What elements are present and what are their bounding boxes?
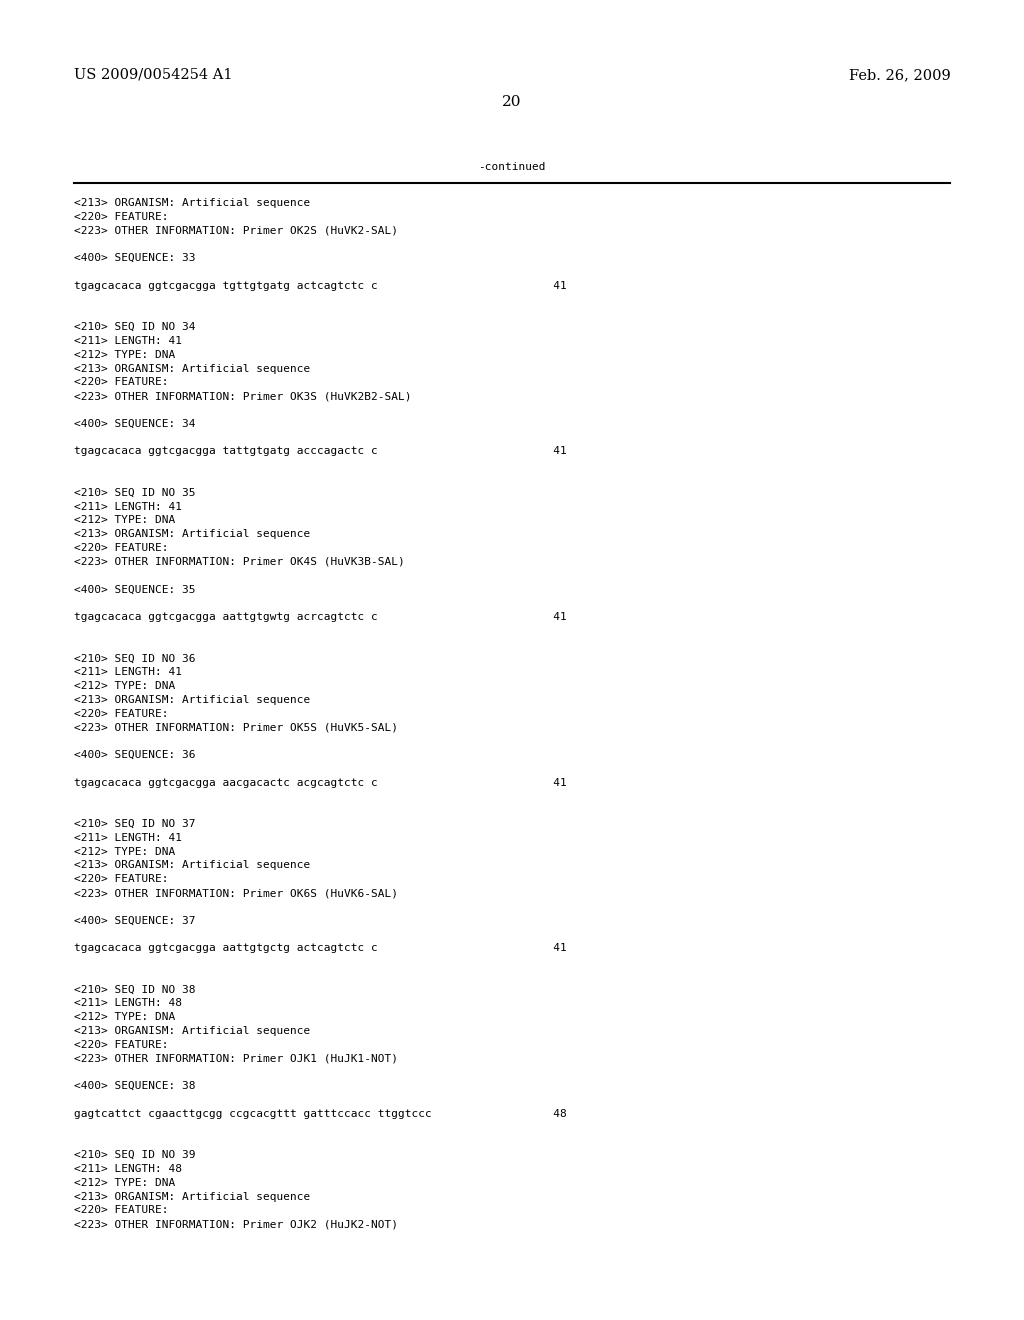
Text: <212> TYPE: DNA: <212> TYPE: DNA (74, 350, 175, 360)
Text: <213> ORGANISM: Artificial sequence: <213> ORGANISM: Artificial sequence (74, 694, 310, 705)
Text: <220> FEATURE:: <220> FEATURE: (74, 378, 168, 387)
Text: tgagcacaca ggtcgacgga tattgtgatg acccagactc c                          41: tgagcacaca ggtcgacgga tattgtgatg acccaga… (74, 446, 566, 457)
Text: <223> OTHER INFORMATION: Primer OK4S (HuVK3B-SAL): <223> OTHER INFORMATION: Primer OK4S (Hu… (74, 557, 404, 566)
Text: <400> SEQUENCE: 36: <400> SEQUENCE: 36 (74, 750, 196, 760)
Text: <210> SEQ ID NO 34: <210> SEQ ID NO 34 (74, 322, 196, 333)
Text: <400> SEQUENCE: 38: <400> SEQUENCE: 38 (74, 1081, 196, 1092)
Text: <220> FEATURE:: <220> FEATURE: (74, 211, 168, 222)
Text: gagtcattct cgaacttgcgg ccgcacgttt gatttccacc ttggtccc                  48: gagtcattct cgaacttgcgg ccgcacgttt gatttc… (74, 1109, 566, 1119)
Text: <223> OTHER INFORMATION: Primer OK5S (HuVK5-SAL): <223> OTHER INFORMATION: Primer OK5S (Hu… (74, 722, 397, 733)
Text: US 2009/0054254 A1: US 2009/0054254 A1 (74, 69, 232, 82)
Text: <213> ORGANISM: Artificial sequence: <213> ORGANISM: Artificial sequence (74, 861, 310, 870)
Text: tgagcacaca ggtcgacgga tgttgtgatg actcagtctc c                          41: tgagcacaca ggtcgacgga tgttgtgatg actcagt… (74, 281, 566, 290)
Text: <213> ORGANISM: Artificial sequence: <213> ORGANISM: Artificial sequence (74, 363, 310, 374)
Text: tgagcacaca ggtcgacgga aattgtgctg actcagtctc c                          41: tgagcacaca ggtcgacgga aattgtgctg actcagt… (74, 944, 566, 953)
Text: <211> LENGTH: 41: <211> LENGTH: 41 (74, 667, 181, 677)
Text: <212> TYPE: DNA: <212> TYPE: DNA (74, 681, 175, 690)
Text: <211> LENGTH: 41: <211> LENGTH: 41 (74, 833, 181, 842)
Text: <220> FEATURE:: <220> FEATURE: (74, 1040, 168, 1049)
Text: <210> SEQ ID NO 39: <210> SEQ ID NO 39 (74, 1150, 196, 1160)
Text: <211> LENGTH: 48: <211> LENGTH: 48 (74, 998, 181, 1008)
Text: <220> FEATURE:: <220> FEATURE: (74, 709, 168, 718)
Text: <212> TYPE: DNA: <212> TYPE: DNA (74, 846, 175, 857)
Text: tgagcacaca ggtcgacgga aacgacactc acgcagtctc c                          41: tgagcacaca ggtcgacgga aacgacactc acgcagt… (74, 777, 566, 788)
Text: <213> ORGANISM: Artificial sequence: <213> ORGANISM: Artificial sequence (74, 198, 310, 209)
Text: <223> OTHER INFORMATION: Primer OJK1 (HuJK1-NOT): <223> OTHER INFORMATION: Primer OJK1 (Hu… (74, 1053, 397, 1064)
Text: <220> FEATURE:: <220> FEATURE: (74, 874, 168, 884)
Text: <212> TYPE: DNA: <212> TYPE: DNA (74, 515, 175, 525)
Text: <400> SEQUENCE: 37: <400> SEQUENCE: 37 (74, 916, 196, 925)
Text: <210> SEQ ID NO 38: <210> SEQ ID NO 38 (74, 985, 196, 994)
Text: 20: 20 (502, 95, 522, 110)
Text: Feb. 26, 2009: Feb. 26, 2009 (849, 69, 950, 82)
Text: <212> TYPE: DNA: <212> TYPE: DNA (74, 1177, 175, 1188)
Text: <211> LENGTH: 41: <211> LENGTH: 41 (74, 337, 181, 346)
Text: tgagcacaca ggtcgacgga aattgtgwtg acrcagtctc c                          41: tgagcacaca ggtcgacgga aattgtgwtg acrcagt… (74, 612, 566, 622)
Text: <210> SEQ ID NO 37: <210> SEQ ID NO 37 (74, 818, 196, 829)
Text: -continued: -continued (478, 162, 546, 172)
Text: <223> OTHER INFORMATION: Primer OK2S (HuVK2-SAL): <223> OTHER INFORMATION: Primer OK2S (Hu… (74, 226, 397, 235)
Text: <212> TYPE: DNA: <212> TYPE: DNA (74, 1012, 175, 1022)
Text: <223> OTHER INFORMATION: Primer OK6S (HuVK6-SAL): <223> OTHER INFORMATION: Primer OK6S (Hu… (74, 888, 397, 898)
Text: <400> SEQUENCE: 33: <400> SEQUENCE: 33 (74, 253, 196, 263)
Text: <210> SEQ ID NO 35: <210> SEQ ID NO 35 (74, 488, 196, 498)
Text: <211> LENGTH: 48: <211> LENGTH: 48 (74, 1164, 181, 1173)
Text: <213> ORGANISM: Artificial sequence: <213> ORGANISM: Artificial sequence (74, 1026, 310, 1036)
Text: <220> FEATURE:: <220> FEATURE: (74, 543, 168, 553)
Text: <400> SEQUENCE: 34: <400> SEQUENCE: 34 (74, 418, 196, 429)
Text: <220> FEATURE:: <220> FEATURE: (74, 1205, 168, 1216)
Text: <223> OTHER INFORMATION: Primer OJK2 (HuJK2-NOT): <223> OTHER INFORMATION: Primer OJK2 (Hu… (74, 1220, 397, 1229)
Text: <210> SEQ ID NO 36: <210> SEQ ID NO 36 (74, 653, 196, 664)
Text: <213> ORGANISM: Artificial sequence: <213> ORGANISM: Artificial sequence (74, 529, 310, 539)
Text: <223> OTHER INFORMATION: Primer OK3S (HuVK2B2-SAL): <223> OTHER INFORMATION: Primer OK3S (Hu… (74, 391, 412, 401)
Text: <213> ORGANISM: Artificial sequence: <213> ORGANISM: Artificial sequence (74, 1192, 310, 1201)
Text: <400> SEQUENCE: 35: <400> SEQUENCE: 35 (74, 585, 196, 594)
Text: <211> LENGTH: 41: <211> LENGTH: 41 (74, 502, 181, 512)
